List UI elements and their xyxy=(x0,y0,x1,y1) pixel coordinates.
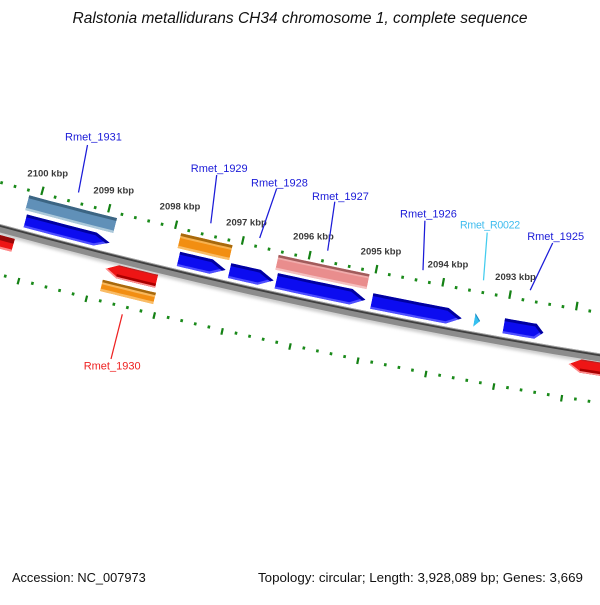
svg-text:2097 kbp: 2097 kbp xyxy=(226,218,267,229)
svg-text:Rmet_1927: Rmet_1927 xyxy=(312,191,369,203)
svg-text:Rmet_1931: Rmet_1931 xyxy=(65,132,122,144)
svg-text:Rmet_1929: Rmet_1929 xyxy=(191,163,248,175)
svg-text:2095 kbp: 2095 kbp xyxy=(361,247,402,258)
svg-text:Rmet_1928: Rmet_1928 xyxy=(251,178,308,190)
svg-text:2094 kbp: 2094 kbp xyxy=(428,260,469,271)
svg-text:2099 kbp: 2099 kbp xyxy=(93,186,134,197)
svg-text:2093 kbp: 2093 kbp xyxy=(495,272,536,283)
svg-text:Rmet_1930: Rmet_1930 xyxy=(84,361,141,373)
svg-text:Rmet_1925: Rmet_1925 xyxy=(527,231,584,243)
svg-text:2098 kbp: 2098 kbp xyxy=(160,202,201,213)
svg-text:Rmet_R0022: Rmet_R0022 xyxy=(460,220,520,232)
svg-text:2096 kbp: 2096 kbp xyxy=(293,231,334,242)
svg-text:Rmet_1926: Rmet_1926 xyxy=(400,209,457,221)
svg-text:2100 kbp: 2100 kbp xyxy=(27,168,68,179)
